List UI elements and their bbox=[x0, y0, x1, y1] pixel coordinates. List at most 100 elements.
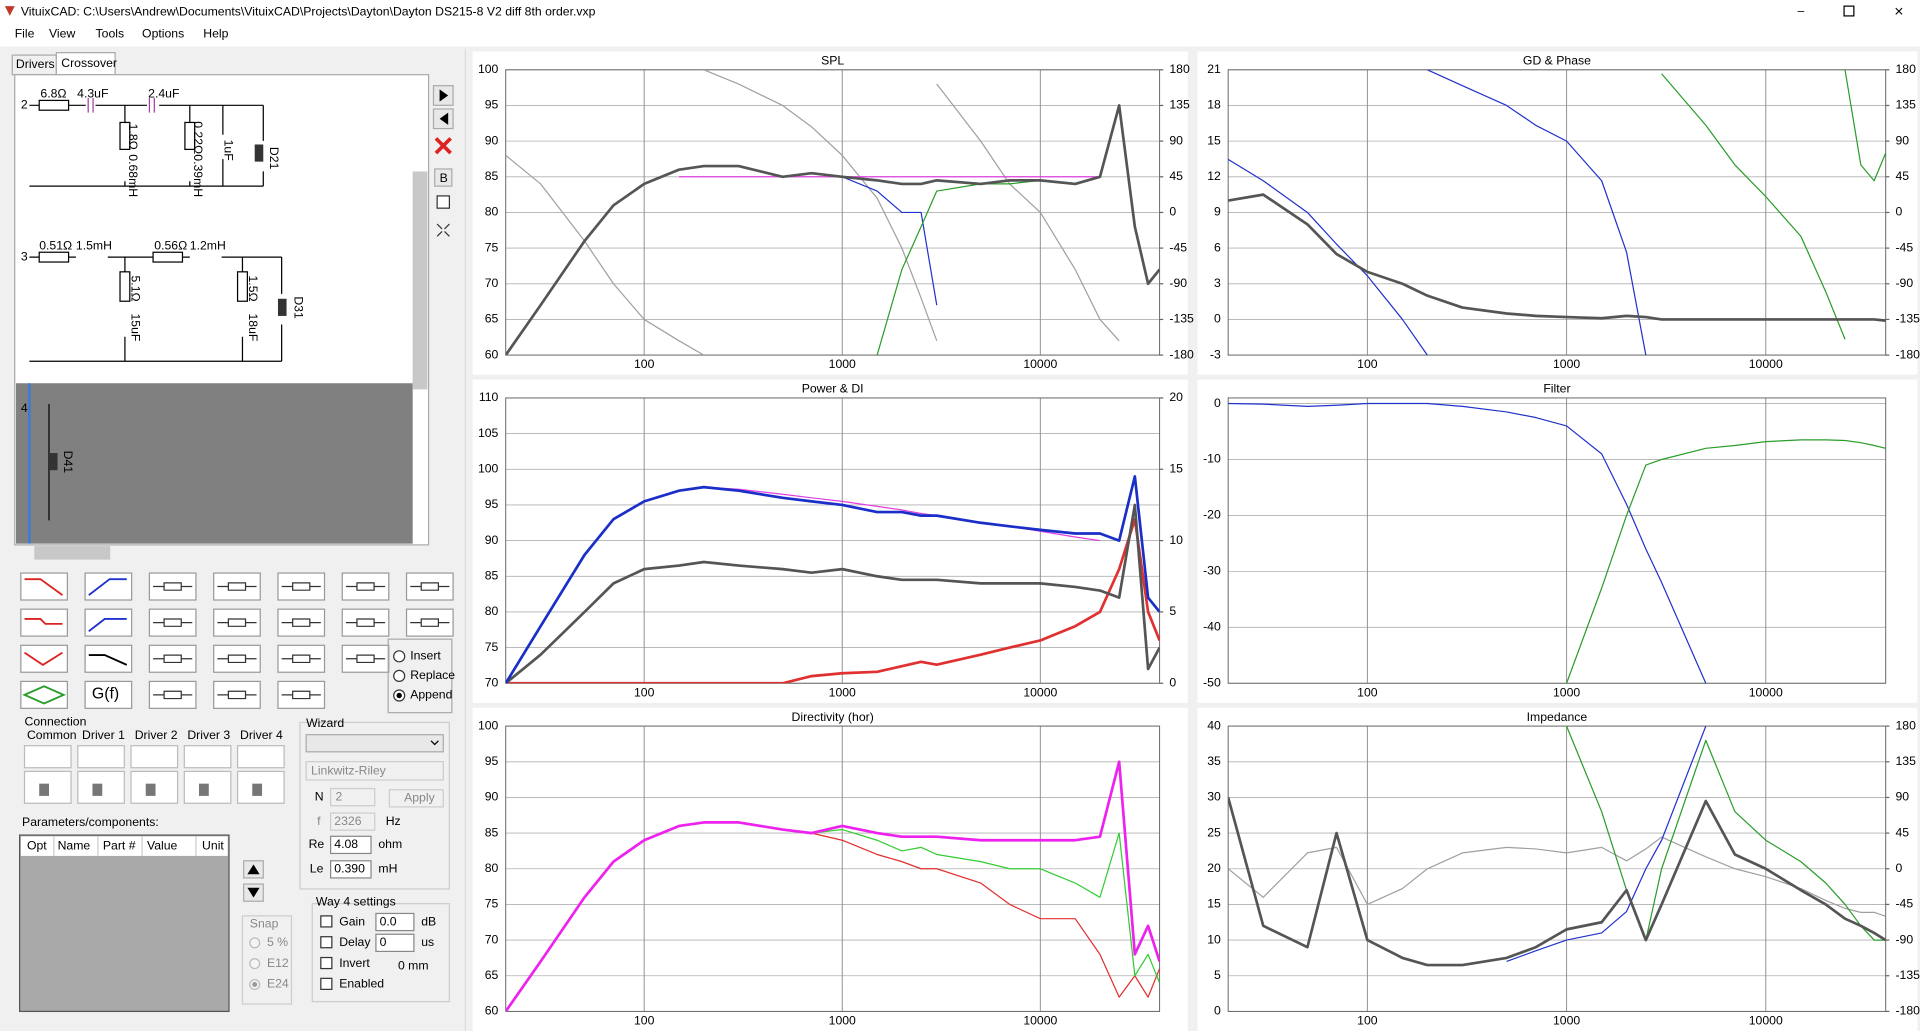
connection-button[interactable] bbox=[183, 745, 232, 769]
scrollbar-thumb[interactable] bbox=[412, 171, 428, 390]
le-input[interactable] bbox=[330, 860, 372, 879]
menu-item[interactable]: View bbox=[49, 27, 75, 41]
checkbox-label[interactable]: Enabled bbox=[339, 977, 384, 991]
connection-buttons[interactable] bbox=[23, 745, 285, 804]
tool-button[interactable] bbox=[84, 644, 133, 673]
gain-input[interactable] bbox=[375, 912, 415, 932]
radio-label[interactable]: Insert bbox=[410, 649, 441, 663]
menu-item[interactable]: File bbox=[15, 27, 35, 41]
checkbox[interactable] bbox=[320, 956, 333, 970]
y-tick-label: 90 bbox=[485, 790, 499, 804]
side-buttons[interactable]: B bbox=[432, 85, 454, 237]
checkbox-label[interactable]: Invert bbox=[339, 956, 370, 970]
maximize-button[interactable] bbox=[1843, 5, 1855, 17]
checkbox[interactable] bbox=[320, 977, 333, 990]
order-dropdown[interactable] bbox=[330, 787, 376, 807]
data-line bbox=[1661, 73, 1846, 340]
radio-label[interactable]: E12 bbox=[267, 956, 289, 970]
tool-button[interactable] bbox=[84, 608, 133, 637]
le-value[interactable]: 0.390 bbox=[334, 862, 365, 876]
menu-item[interactable]: Options bbox=[142, 27, 184, 41]
y-tick-label: 65 bbox=[485, 312, 499, 326]
minimize-button[interactable]: – bbox=[1798, 3, 1805, 17]
header-dividers bbox=[53, 836, 197, 856]
radio[interactable] bbox=[393, 650, 406, 663]
component-icon bbox=[410, 582, 450, 591]
component-label: 1.5Ω bbox=[246, 276, 260, 302]
chart-panel: GD & Phase -3 0 3 6 9 12 15 18 21 -180 -135 -90 -45 0 4… bbox=[1197, 51, 1920, 375]
component-icon bbox=[281, 618, 321, 627]
data-line bbox=[505, 154, 705, 356]
radio-label[interactable]: E24 bbox=[267, 977, 289, 991]
delay-value[interactable]: 0 bbox=[380, 935, 387, 949]
radio-label[interactable]: Append bbox=[410, 688, 452, 702]
checkbox-label[interactable]: Gain bbox=[339, 914, 365, 928]
component-icon bbox=[217, 654, 257, 664]
menu-item[interactable]: Tools bbox=[96, 27, 125, 41]
menu-bar bbox=[0, 22, 1920, 47]
connection-button[interactable] bbox=[130, 745, 179, 769]
apply-label[interactable]: Apply bbox=[404, 791, 435, 805]
y-tick-label: 80 bbox=[485, 604, 499, 618]
chart-title: GD & Phase bbox=[1523, 53, 1591, 67]
column-header[interactable]: Name bbox=[58, 838, 91, 852]
tool-button[interactable] bbox=[20, 644, 68, 673]
y2-tick-label: -90 bbox=[1895, 932, 1913, 946]
connection-button[interactable] bbox=[23, 745, 72, 769]
arrow-icon bbox=[247, 864, 260, 875]
radio[interactable] bbox=[249, 937, 261, 949]
filter-type[interactable]: Linkwitz-Riley bbox=[311, 764, 387, 778]
way4-group bbox=[311, 903, 451, 1003]
radio[interactable] bbox=[393, 669, 406, 683]
gain-value[interactable]: 0.0 bbox=[380, 914, 397, 928]
tool-button[interactable] bbox=[84, 572, 133, 601]
tool-button[interactable] bbox=[20, 572, 68, 601]
close-button[interactable]: × bbox=[1894, 3, 1903, 20]
checkbox[interactable] bbox=[320, 936, 333, 949]
data-line bbox=[1228, 402, 1707, 684]
filter-dropdown[interactable] bbox=[305, 761, 444, 781]
component-icon bbox=[217, 582, 257, 591]
wizard-dropdown[interactable] bbox=[305, 734, 444, 753]
radio-label[interactable]: Replace bbox=[410, 668, 455, 682]
chart-panel: Directivity (hor) 60 65 70 75 80 85 90 95 100 100 1… bbox=[472, 707, 1188, 1031]
unit: ohm bbox=[378, 837, 402, 851]
driver-label: D31 bbox=[291, 296, 305, 319]
x-tick-label: 10000 bbox=[1749, 1013, 1783, 1027]
x-tick-label: 100 bbox=[634, 357, 655, 371]
frequency-value[interactable]: 2326 bbox=[334, 814, 361, 828]
tool-button[interactable] bbox=[84, 680, 133, 709]
menu-item[interactable]: Help bbox=[203, 27, 228, 41]
order-value[interactable]: 2 bbox=[336, 789, 343, 803]
re-input[interactable] bbox=[330, 835, 372, 855]
checkbox-label[interactable]: Delay bbox=[339, 935, 371, 949]
chart-title: SPL bbox=[821, 53, 844, 67]
radio[interactable] bbox=[249, 958, 261, 970]
apply-button[interactable] bbox=[388, 789, 444, 808]
y-tick-label: 0 bbox=[1214, 396, 1221, 410]
y2-tick-label: 180 bbox=[1895, 62, 1916, 76]
data-line bbox=[1228, 158, 1428, 356]
delay-input[interactable] bbox=[375, 933, 415, 953]
chart-title: Impedance bbox=[1527, 710, 1588, 724]
tab-label[interactable]: Crossover bbox=[61, 56, 117, 70]
y2-tick-label: 135 bbox=[1895, 98, 1916, 112]
connection-button[interactable] bbox=[236, 745, 285, 769]
radio-label[interactable]: 5 % bbox=[267, 935, 288, 949]
column-header[interactable]: Opt bbox=[27, 838, 47, 852]
column-header[interactable]: Value bbox=[147, 838, 178, 852]
frequency-input[interactable] bbox=[330, 812, 376, 831]
connection-button[interactable] bbox=[77, 745, 125, 769]
gf-button-label[interactable]: G(f) bbox=[92, 685, 119, 702]
chart-title: Directivity (hor) bbox=[792, 710, 874, 724]
parameters-table[interactable] bbox=[18, 834, 230, 1013]
column-header[interactable]: Part # bbox=[103, 838, 136, 852]
re-value[interactable]: 4.08 bbox=[334, 837, 358, 851]
y-tick-label: 15 bbox=[1207, 133, 1221, 147]
tab-label[interactable]: Drivers bbox=[16, 57, 55, 71]
h-scrollbar-thumb[interactable] bbox=[34, 546, 111, 560]
y2-tick-label: 90 bbox=[1895, 133, 1909, 147]
y2-tick-label: -180 bbox=[1895, 347, 1920, 361]
column-header[interactable]: Unit bbox=[202, 838, 224, 852]
checkbox[interactable] bbox=[320, 915, 333, 928]
